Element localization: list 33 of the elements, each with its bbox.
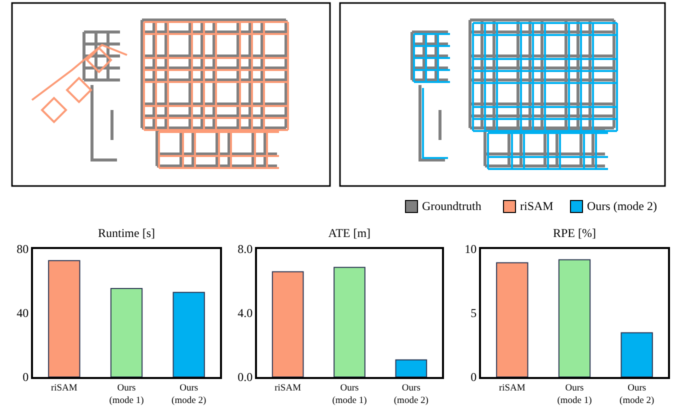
legend-label: Groundtruth: [422, 199, 482, 214]
y-tick-label: 40: [16, 306, 29, 320]
bar: [110, 288, 143, 377]
chart-title: RPE [%]: [553, 226, 596, 240]
legend-label: Ours (mode 2): [587, 199, 657, 214]
legend-label: riSAM: [520, 199, 554, 214]
y-tick-label: 4.0: [238, 306, 253, 320]
y-tick-label: 80: [16, 242, 29, 256]
bar: [620, 332, 653, 377]
y-tick-label: 0: [22, 370, 29, 384]
x-tick-label: Ours (mode 2): [620, 383, 654, 406]
y-tick-label: 5: [470, 306, 477, 320]
y-tick-label: 8.0: [238, 242, 253, 256]
bar: [334, 266, 366, 377]
bar: [395, 359, 428, 377]
y-tick-label: 10: [464, 242, 477, 256]
x-tick-label: riSAM: [498, 383, 526, 394]
chart-title: ATE [m]: [328, 226, 371, 240]
y-tick-label: 0: [470, 370, 477, 384]
x-tick-label: Ours (mode 2): [172, 383, 206, 406]
y-tick-label: 0.0: [238, 370, 253, 384]
x-tick-label: Ours (mode 2): [394, 383, 428, 406]
bar: [558, 259, 591, 377]
x-tick-label: riSAM: [274, 383, 302, 394]
x-tick-label: riSAM: [50, 383, 78, 394]
bar: [48, 260, 80, 377]
chart-title: Runtime [s]: [98, 226, 155, 240]
bar: [272, 271, 304, 377]
x-tick-label: Ours (mode 1): [332, 383, 367, 406]
x-tick-label: Ours (mode 1): [557, 383, 592, 406]
bar: [496, 262, 528, 377]
bar: [172, 292, 205, 377]
x-tick-label: Ours (mode 1): [109, 383, 144, 406]
